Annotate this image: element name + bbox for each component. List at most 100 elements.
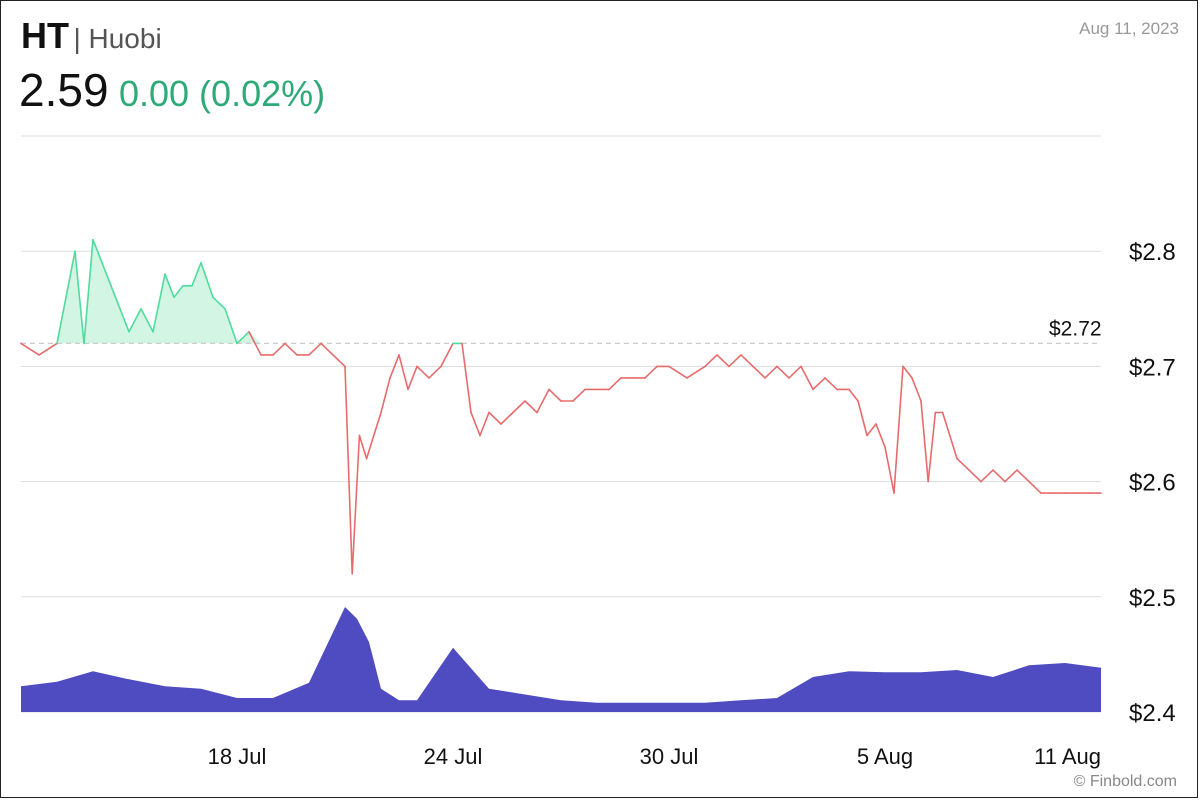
price-line-segment (56, 296, 67, 345)
price-line-segment (893, 365, 904, 494)
asset-symbol: HT (21, 15, 69, 56)
above-reference-fill (129, 308, 141, 344)
price-line-segment (875, 423, 886, 448)
price-line-segment (152, 273, 166, 333)
price-line-segment (74, 250, 85, 345)
price-line-segment (128, 307, 142, 333)
price-line-segment (440, 342, 454, 368)
price-line-segment (920, 400, 930, 483)
current-price: 2.59 (19, 64, 109, 116)
price-line-segment (788, 365, 802, 379)
x-tick-label: 5 Aug (857, 744, 913, 769)
price-row: 2.59 0.00 (0.02%) (19, 63, 325, 117)
above-reference-fill (111, 285, 120, 344)
x-tick-label: 18 Jul (208, 744, 267, 769)
above-reference-fill (165, 274, 174, 344)
price-line-segment (1016, 469, 1030, 483)
price-line-segment (536, 388, 550, 414)
reference-line: $2.72 (21, 317, 1102, 344)
price-line-segment (380, 377, 391, 414)
price-line-segment (902, 365, 913, 379)
above-reference-fill (66, 251, 75, 344)
price-line-segment (479, 411, 490, 437)
above-reference-fill (93, 239, 102, 344)
price-line-segment (248, 330, 262, 356)
price-line-segment (548, 388, 562, 402)
x-tick-label: 11 Aug (1034, 744, 1101, 769)
price-line-segment (500, 411, 514, 425)
price-line-segment (284, 342, 298, 356)
price-line-segment (866, 423, 877, 437)
price-line-segment (398, 354, 409, 391)
price-line-segment (461, 342, 472, 414)
y-tick-label: $2.6 (1129, 470, 1176, 497)
above-reference-fill (201, 262, 213, 344)
y-tick-label: $2.8 (1129, 239, 1176, 266)
price-line-segment (1004, 469, 1018, 483)
price-line-segment (119, 307, 130, 333)
price-line-segment (351, 434, 361, 575)
price-line-segment (101, 261, 112, 287)
date-label: Aug 11, 2023 (1079, 19, 1179, 38)
price-line-segment (800, 365, 814, 391)
above-reference-fill (183, 285, 192, 344)
above-reference-fill (213, 297, 225, 344)
price-line-segment (416, 365, 430, 379)
price-area (57, 239, 261, 344)
price-line-segment (927, 411, 937, 483)
price-line-segment (200, 261, 214, 299)
price-line-segment (608, 377, 622, 391)
y-axis-ticks: $2.8 $2.7 $2.6 $2.5 $2.4 (1129, 239, 1176, 727)
grid-lines (21, 135, 1101, 713)
price-line-segment (308, 342, 322, 356)
price-line-segment (65, 250, 76, 299)
price-line-segment (38, 342, 58, 356)
y-tick-label: $2.5 (1129, 585, 1176, 612)
x-tick-label: 24 Jul (424, 744, 483, 769)
price-line-segment (191, 261, 202, 287)
price-line-segment (407, 365, 418, 391)
price-line-segment (1028, 480, 1042, 494)
price-line-segment (110, 284, 121, 310)
price-line-segment (911, 377, 922, 402)
price-line-segment (884, 446, 895, 494)
above-reference-fill (192, 262, 201, 344)
price-line-segment (740, 354, 754, 368)
above-reference-fill (174, 285, 183, 344)
price-line-segment (488, 411, 502, 425)
price-line-segment (173, 284, 184, 299)
price-line-segment (728, 354, 742, 368)
price-line-segment (948, 434, 958, 460)
volume-area (21, 607, 1101, 712)
price-line-segment (140, 307, 154, 333)
price-line-segment (332, 354, 346, 368)
price-line-segment (644, 365, 658, 379)
price-line-segment (941, 411, 951, 437)
price-line-segment (164, 273, 175, 299)
price-line-segment (365, 434, 375, 460)
price-line-segment (992, 469, 1006, 483)
source-credit: © Finbold.com (1073, 773, 1177, 790)
above-reference-fill (120, 308, 129, 344)
above-reference-fill (141, 308, 153, 344)
price-line-segment (83, 238, 94, 345)
price-line-segment (470, 411, 481, 437)
price-line-segment (824, 377, 838, 391)
price-line-segment (752, 365, 766, 379)
y-tick-label: $2.4 (1129, 700, 1176, 727)
price-line-segment (857, 400, 868, 437)
price-line-segment (272, 342, 286, 356)
asset-name: | Huobi (73, 23, 162, 54)
volume-shape (21, 607, 1101, 712)
price-line-segment (428, 365, 442, 379)
above-reference-fill (102, 262, 111, 344)
price-line-segment (686, 365, 706, 379)
price-line-segment (572, 388, 586, 402)
price-line-segment (764, 365, 778, 379)
price-line-segment (668, 365, 688, 379)
price-line-segment (320, 342, 334, 356)
price-line-segment (358, 434, 368, 460)
price-line-segment (968, 469, 982, 483)
